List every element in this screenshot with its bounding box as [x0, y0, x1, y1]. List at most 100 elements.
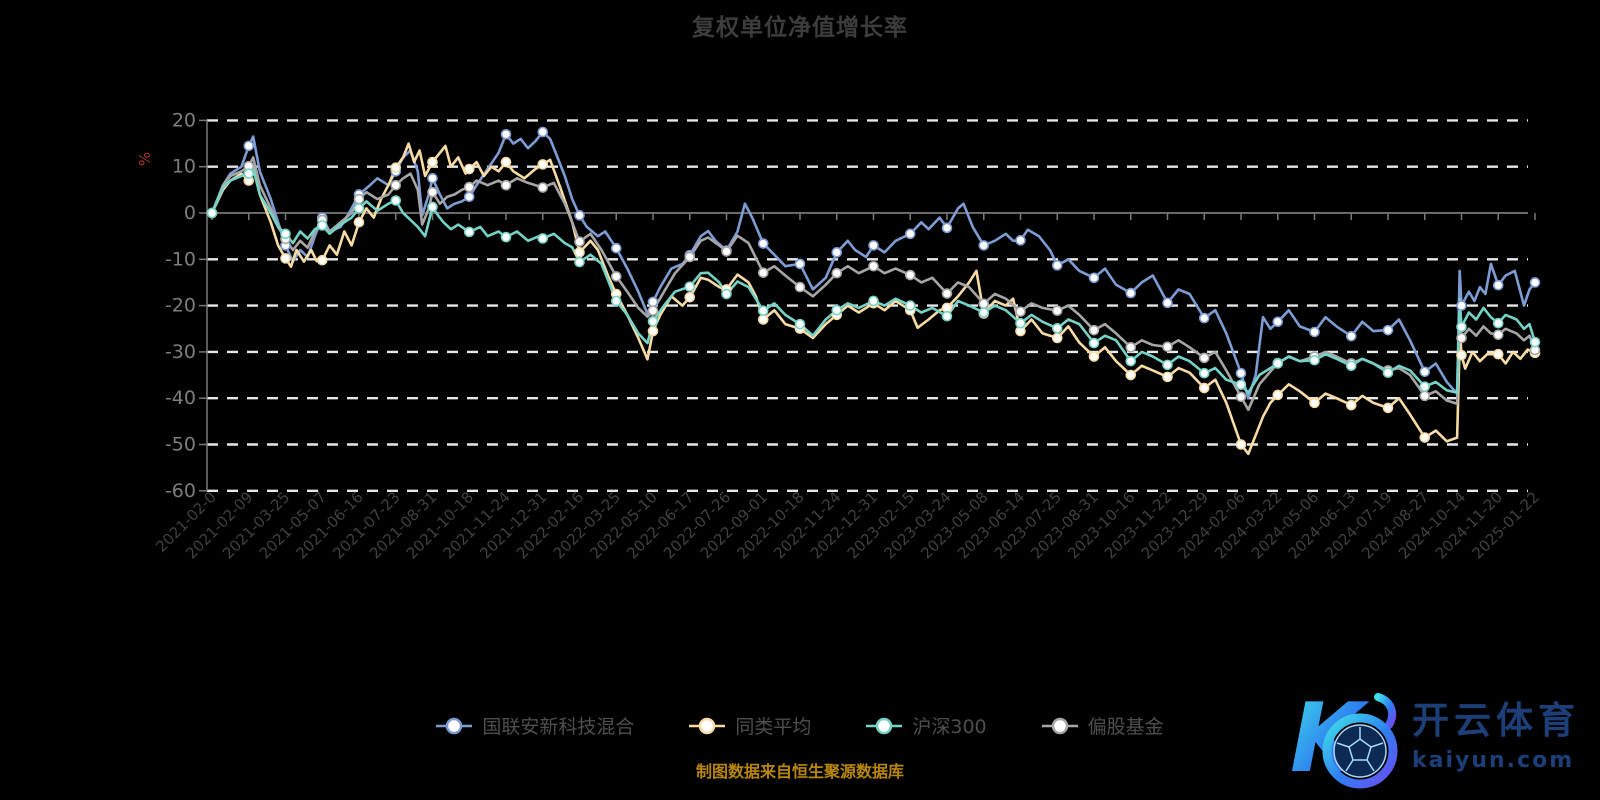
data-point-marker	[316, 254, 328, 266]
line-circle-marker-icon	[1041, 717, 1078, 734]
data-point-marker	[537, 182, 549, 193]
data-point-marker	[831, 267, 843, 279]
data-point-marker	[757, 305, 769, 316]
data-point-marker	[941, 288, 953, 299]
legend-label: 同类平均	[735, 716, 812, 738]
line-circle-marker-icon	[436, 717, 473, 734]
y-tick-label: -50	[165, 434, 196, 456]
data-point-marker	[427, 186, 438, 198]
kaiyun-k-soccer-icon: K	[1290, 684, 1398, 793]
data-point-marker	[537, 126, 549, 138]
data-point-marker	[1088, 272, 1100, 284]
data-point-marker	[1345, 399, 1357, 411]
data-point-marker	[463, 226, 475, 238]
data-point-marker	[280, 228, 291, 240]
data-point-marker	[1051, 322, 1063, 334]
legend-item-fund[interactable]: 国联安新科技混合	[436, 712, 634, 739]
data-point-marker	[757, 267, 769, 279]
legend-item-peer-average[interactable]: 同类平均	[689, 712, 811, 739]
series-markers-csi300	[206, 168, 1541, 392]
data-point-marker	[500, 156, 512, 168]
data-point-marker	[353, 216, 365, 228]
legend-item-equity-funds[interactable]: 偏股基金	[1041, 712, 1164, 739]
data-point-marker	[1235, 391, 1247, 403]
data-point-marker	[463, 163, 475, 175]
data-point-marker	[1382, 324, 1394, 336]
page-title: 复权单位净值增长率	[692, 15, 908, 41]
data-point-marker	[1162, 371, 1173, 383]
data-point-marker	[537, 233, 549, 244]
data-point-marker	[1198, 312, 1210, 324]
data-point-marker	[684, 291, 696, 303]
data-point-marker	[574, 210, 585, 221]
data-point-marker	[1235, 439, 1247, 450]
data-point-marker	[1015, 317, 1026, 329]
data-point-marker	[684, 251, 696, 263]
data-point-marker	[1456, 300, 1467, 311]
data-point-marker	[574, 236, 585, 248]
data-point-marker	[1309, 354, 1320, 366]
data-point-marker	[1309, 397, 1320, 409]
data-point-marker	[390, 162, 402, 173]
data-point-marker	[1125, 341, 1137, 353]
series-markers-equity-funds	[206, 160, 1541, 403]
data-point-marker	[1088, 337, 1100, 349]
data-point-marker	[280, 253, 291, 264]
data-point-marker	[1125, 369, 1137, 381]
data-point-marker	[1382, 402, 1394, 414]
series-line-csi300	[210, 167, 1537, 394]
data-point-marker	[463, 181, 475, 193]
data-point-marker	[427, 172, 438, 184]
data-point-marker	[831, 247, 843, 258]
data-point-marker	[868, 295, 879, 307]
y-tick-label: -40	[165, 387, 196, 409]
chart-legend: 国联安新科技混合 同类平均 沪深300 偏股基金	[0, 712, 1600, 739]
data-point-marker	[427, 156, 438, 168]
y-tick-label: 20	[172, 109, 196, 131]
data-point-marker	[1015, 235, 1026, 246]
legend-item-csi300[interactable]: 沪深300	[866, 712, 987, 739]
data-point-marker	[1272, 358, 1284, 369]
data-point-marker	[500, 179, 512, 191]
data-point-marker	[1492, 279, 1504, 291]
data-point-marker	[1198, 352, 1210, 364]
data-point-marker	[1051, 332, 1063, 344]
brand-domain: kaiyun.com	[1412, 747, 1575, 773]
data-source-note: 制图数据来自恒生聚源数据库	[695, 762, 904, 781]
data-point-marker	[610, 295, 622, 307]
data-point-marker	[574, 256, 585, 268]
data-point-marker	[1235, 379, 1247, 391]
data-point-marker	[463, 191, 475, 203]
data-point-marker	[1492, 317, 1504, 329]
y-tick-label: -60	[165, 480, 196, 502]
data-point-marker	[610, 242, 622, 254]
data-point-marker	[904, 300, 916, 311]
net-value-growth-chart[interactable]: 20100-10-20-30-40-50-602021-02-02021-02-…	[0, 0, 1600, 665]
data-point-marker	[1419, 381, 1431, 392]
y-axis: 20 10 0 -10 -20 -30 -40 -50 -60	[165, 109, 208, 502]
legend-label: 国联安新科技混合	[482, 716, 635, 738]
y-tick-label: -10	[165, 248, 196, 270]
data-point-marker	[978, 240, 990, 251]
data-point-marker	[904, 228, 916, 240]
kaiyun-logo[interactable]: K 开云体育 kaiyun.com	[1290, 678, 1580, 796]
data-point-marker	[610, 271, 622, 282]
y-tick-label: 0	[184, 202, 196, 224]
data-point-marker	[831, 304, 843, 316]
data-point-marker	[794, 281, 806, 293]
series-markers-fund	[206, 126, 1541, 379]
data-point-marker	[1051, 305, 1063, 316]
data-point-marker	[1162, 297, 1173, 309]
data-point-marker	[757, 238, 769, 249]
data-point-marker	[427, 201, 438, 213]
data-point-marker	[243, 168, 255, 179]
data-point-marker	[1125, 355, 1137, 367]
data-point-marker	[1529, 336, 1541, 348]
data-point-marker	[1456, 321, 1467, 333]
data-point-marker	[1088, 351, 1100, 362]
data-point-marker	[794, 258, 806, 270]
data-point-marker	[757, 314, 769, 325]
data-point-marker	[1492, 348, 1504, 360]
data-point-marker	[1015, 306, 1026, 317]
data-point-marker	[1456, 332, 1467, 344]
